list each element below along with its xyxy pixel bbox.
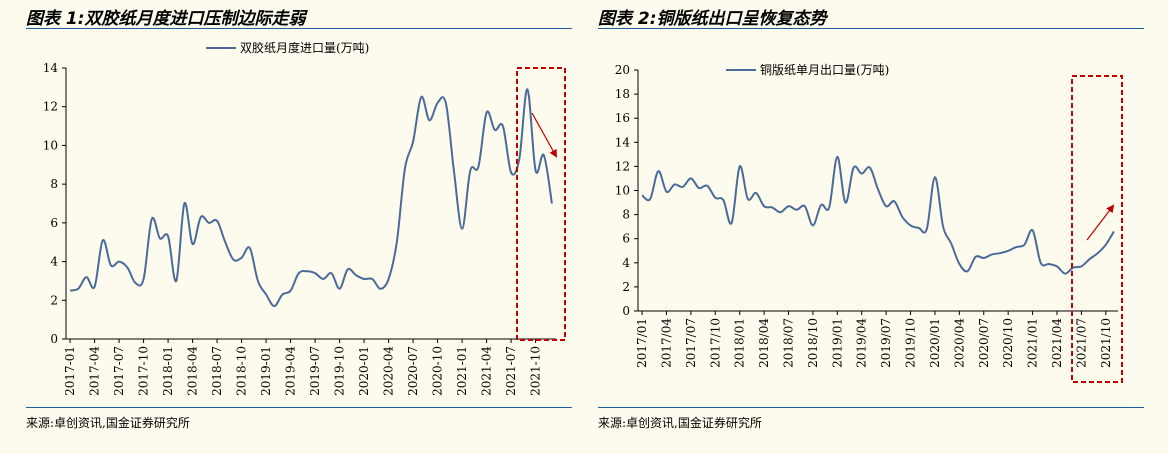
x-tick-label: 2018/04 [757,318,771,368]
figure-title: 图表 2:铜版纸出口呈恢复态势 [598,9,827,29]
y-tick-label: 4 [622,256,630,270]
x-tick-label: 2017-01 [63,346,77,396]
x-tick-label: 2018-10 [235,346,249,396]
x-tick-label: 2017-04 [88,346,102,396]
y-tick-label: 18 [615,87,630,101]
y-tick-label: 16 [615,111,630,125]
y-tick-label: 0 [50,332,58,346]
x-tick-label: 2021-07 [504,346,518,396]
x-tick-label: 2021-04 [480,346,494,396]
source-rule [598,407,1144,408]
x-tick-label: 2021/01 [1026,318,1040,368]
series-line [69,88,553,308]
x-tick-label: 2020-07 [406,346,420,396]
chart-1-svg: 0 2 4 6 8 10 12 14 2017-01 2017-04 2017-07 2017-10 2… [43,40,566,396]
x-tick-label: 2019-04 [284,346,298,396]
legend-label: 铜版纸单月出口量(万吨) [760,62,889,77]
y-tick-label: 2 [50,293,58,307]
chart-2-svg: 0 2 4 6 8 10 12 14 16 18 20 2017/01 2017/04 2017/07 20… [615,62,1123,383]
x-tick-label: 2017/07 [684,318,698,368]
y-tick-label: 14 [43,61,59,75]
x-tick-label: 2018-01 [161,346,175,396]
y-tick-label: 8 [622,208,630,222]
x-tick-label: 2021/10 [1099,318,1113,368]
x-tick-label: 2020/01 [928,318,942,368]
x-tick-label: 2019/01 [830,318,844,368]
x-tick-label: 2019-01 [259,346,273,396]
source-rule [26,407,572,408]
series-line [641,155,1115,275]
title-rule [598,28,1144,29]
x-tick-label: 2020-10 [431,346,445,396]
y-tick-label: 0 [622,304,630,318]
source-note: 来源:卓创资讯,国金证券研究所 [598,416,762,430]
trend-arrow [531,112,557,158]
x-tick-label: 2018/07 [782,318,796,368]
x-tick-label: 2020/07 [977,318,991,368]
x-tick-label: 2017-07 [112,346,126,396]
x-tick-label: 2020/10 [1001,318,1015,368]
y-tick-label: 10 [615,184,630,198]
x-tick-label: 2019/10 [904,318,918,368]
trend-arrow [1086,204,1115,241]
x-tick-label: 2018-07 [210,346,224,396]
x-tick-label: 2017/10 [708,318,722,368]
source-note: 来源:卓创资讯,国金证券研究所 [26,416,190,430]
x-tick-label: 2020-01 [357,346,371,396]
x-tick-label: 2021-10 [529,346,543,396]
x-tick-label: 2019/07 [879,318,893,368]
y-tick-label: 10 [43,138,58,152]
x-tick-label: 2018/01 [733,318,747,368]
x-tick-label: 2019-10 [333,346,347,396]
title-rule [26,28,572,29]
y-tick-label: 2 [622,280,630,294]
y-tick-label: 6 [50,216,58,230]
figure-title: 图表 1:双胶纸月度进口压制边际走弱 [26,9,306,29]
x-tick-label: 2018/10 [806,318,820,368]
x-tick-label: 2019-07 [308,346,322,396]
x-tick-label: 2021-01 [455,346,469,396]
y-tick-label: 14 [615,135,631,149]
highlight-box [516,67,566,341]
y-tick-label: 20 [615,63,630,77]
chart-panel-1: 图表 1:双胶纸月度进口压制边际走弱 0 2 4 6 8 10 12 14 2017-01 201… [26,0,596,454]
legend-label: 双胶纸月度进口量(万吨) [240,40,369,55]
y-tick-label: 4 [50,255,58,269]
x-tick-label: 2018-04 [186,346,200,396]
x-tick-label: 2019/04 [855,318,869,368]
x-tick-label: 2020/04 [952,318,966,368]
highlight-box [1071,75,1123,383]
x-tick-label: 2017-10 [137,346,151,396]
x-tick-label: 2017/04 [659,318,673,368]
y-tick-label: 12 [43,100,58,114]
y-tick-label: 8 [50,177,58,191]
x-tick-label: 2021/07 [1074,318,1088,368]
chart-panel-2: 图表 2:铜版纸出口呈恢复态势 0 2 4 6 8 10 12 14 16 18 20 2017/01… [598,0,1168,454]
y-tick-label: 12 [615,159,630,173]
y-tick-label: 6 [622,232,630,246]
x-tick-label: 2020-04 [382,346,396,396]
x-tick-label: 2021/04 [1050,318,1064,368]
x-tick-label: 2017/01 [635,318,649,368]
